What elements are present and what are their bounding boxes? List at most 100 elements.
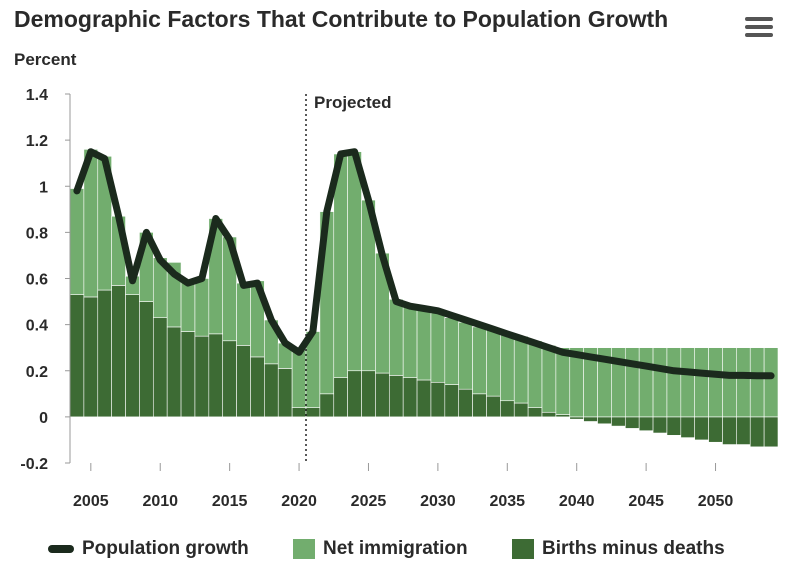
x-tick-label: 2030 — [420, 493, 456, 510]
bar-births-minus-deaths — [527, 407, 543, 418]
bar-births-minus-deaths — [347, 370, 362, 418]
bar-net-immigration — [624, 347, 640, 418]
bar-net-immigration — [444, 317, 460, 385]
bar-births-minus-deaths — [139, 301, 154, 418]
bar-net-immigration — [680, 347, 696, 418]
bar-births-minus-deaths — [264, 363, 279, 418]
bar-net-immigration — [69, 188, 85, 295]
bar-births-minus-deaths — [597, 416, 612, 425]
bar-births-minus-deaths — [111, 285, 126, 418]
bar-births-minus-deaths — [402, 377, 418, 418]
bar-births-minus-deaths — [652, 416, 668, 434]
bar-births-minus-deaths — [736, 416, 751, 445]
bar-births-minus-deaths — [611, 416, 626, 427]
bar-net-immigration — [555, 347, 571, 415]
bar-births-minus-deaths — [749, 416, 765, 448]
legend-label: Births minus deaths — [542, 538, 725, 559]
bar-net-immigration — [736, 347, 751, 418]
bar-births-minus-deaths — [250, 356, 265, 418]
y-axis-label: Percent — [14, 50, 77, 69]
legend-box-marker — [293, 539, 315, 559]
bar-births-minus-deaths — [388, 375, 404, 418]
bar-births-minus-deaths — [236, 345, 251, 418]
y-tick-label: 0.2 — [26, 364, 48, 381]
projected-label: Projected — [314, 93, 391, 112]
x-tick-label: 2050 — [698, 493, 734, 510]
bar-births-minus-deaths — [97, 289, 112, 418]
bar-net-immigration — [347, 151, 362, 372]
population-growth-line — [73, 148, 775, 380]
bar-births-minus-deaths — [486, 395, 501, 418]
bar-net-immigration — [749, 347, 765, 418]
bar-births-minus-deaths — [666, 416, 682, 436]
bar-births-minus-deaths — [83, 296, 99, 418]
bar-net-immigration — [402, 305, 418, 378]
bar-births-minus-deaths — [361, 370, 376, 418]
bar-births-minus-deaths — [180, 331, 196, 418]
bar-births-minus-deaths — [624, 416, 640, 429]
hamburger-menu-icon[interactable] — [745, 17, 773, 39]
x-tick-label: 2025 — [351, 493, 387, 510]
bar-net-immigration — [722, 347, 737, 418]
bar-births-minus-deaths — [277, 368, 293, 418]
bar-births-minus-deaths — [763, 416, 779, 448]
bar-net-immigration — [472, 326, 487, 395]
bar-net-immigration — [194, 278, 210, 337]
bar-net-immigration — [458, 322, 473, 390]
y-tick-label: 1 — [39, 179, 48, 196]
bar-net-immigration — [236, 282, 251, 346]
legend-item-births-minus-deaths[interactable]: Births minus deaths — [512, 538, 725, 560]
x-tick-label: 2045 — [628, 493, 664, 510]
bar-births-minus-deaths — [166, 326, 182, 418]
y-tick-label: 1.2 — [26, 133, 48, 150]
bar-net-immigration — [291, 349, 307, 408]
bar-births-minus-deaths — [125, 294, 140, 418]
bar-births-minus-deaths — [541, 411, 557, 418]
bar-net-immigration — [513, 335, 529, 404]
bar-net-immigration — [430, 312, 446, 383]
bar-births-minus-deaths — [194, 335, 210, 418]
x-tick-label: 2020 — [281, 493, 317, 510]
x-tick-label: 2015 — [212, 493, 248, 510]
bar-births-minus-deaths — [694, 416, 709, 441]
bar-net-immigration — [527, 340, 543, 408]
bar-births-minus-deaths — [722, 416, 737, 445]
bar-births-minus-deaths — [69, 294, 85, 418]
bar-births-minus-deaths — [638, 416, 654, 432]
y-tick-label: 1.4 — [26, 87, 48, 104]
legend: Population growth Net immigration Births… — [0, 538, 794, 572]
bar-net-immigration — [652, 347, 668, 418]
bar-births-minus-deaths — [444, 384, 460, 418]
bar-births-minus-deaths — [333, 377, 348, 418]
y-tick-label: 0 — [39, 410, 48, 427]
y-tick-label: -0.2 — [20, 456, 48, 473]
x-tick-label: 2035 — [489, 493, 525, 510]
bar-births-minus-deaths — [500, 400, 515, 418]
bar-births-minus-deaths — [708, 416, 723, 443]
bar-net-immigration — [694, 347, 709, 418]
chart-title: Demographic Factors That Contribute to P… — [14, 6, 669, 32]
bar-net-immigration — [763, 347, 779, 418]
legend-item-net-immigration[interactable]: Net immigration — [293, 538, 468, 560]
bar-births-minus-deaths — [680, 416, 696, 438]
x-tick-label: 2040 — [559, 493, 595, 510]
bar-net-immigration — [416, 308, 432, 381]
bar-births-minus-deaths — [430, 381, 446, 418]
bar-births-minus-deaths — [513, 402, 529, 418]
y-tick-label: 0.8 — [26, 225, 48, 242]
x-tick-label: 2005 — [73, 493, 109, 510]
bar-births-minus-deaths — [458, 388, 473, 418]
bar-net-immigration — [708, 347, 723, 418]
bar-net-immigration — [666, 347, 682, 418]
bar-births-minus-deaths — [416, 379, 432, 418]
bar-net-immigration — [180, 280, 196, 332]
bar-net-immigration — [388, 298, 404, 376]
bar-births-minus-deaths — [222, 340, 237, 418]
bar-births-minus-deaths — [319, 393, 335, 418]
x-tick-label: 2010 — [142, 493, 178, 510]
y-tick-label: 0.6 — [26, 272, 48, 289]
legend-label: Net immigration — [323, 538, 468, 559]
bar-births-minus-deaths — [291, 407, 307, 418]
legend-item-population-growth[interactable]: Population growth — [48, 538, 249, 560]
bar-net-immigration — [486, 328, 501, 397]
